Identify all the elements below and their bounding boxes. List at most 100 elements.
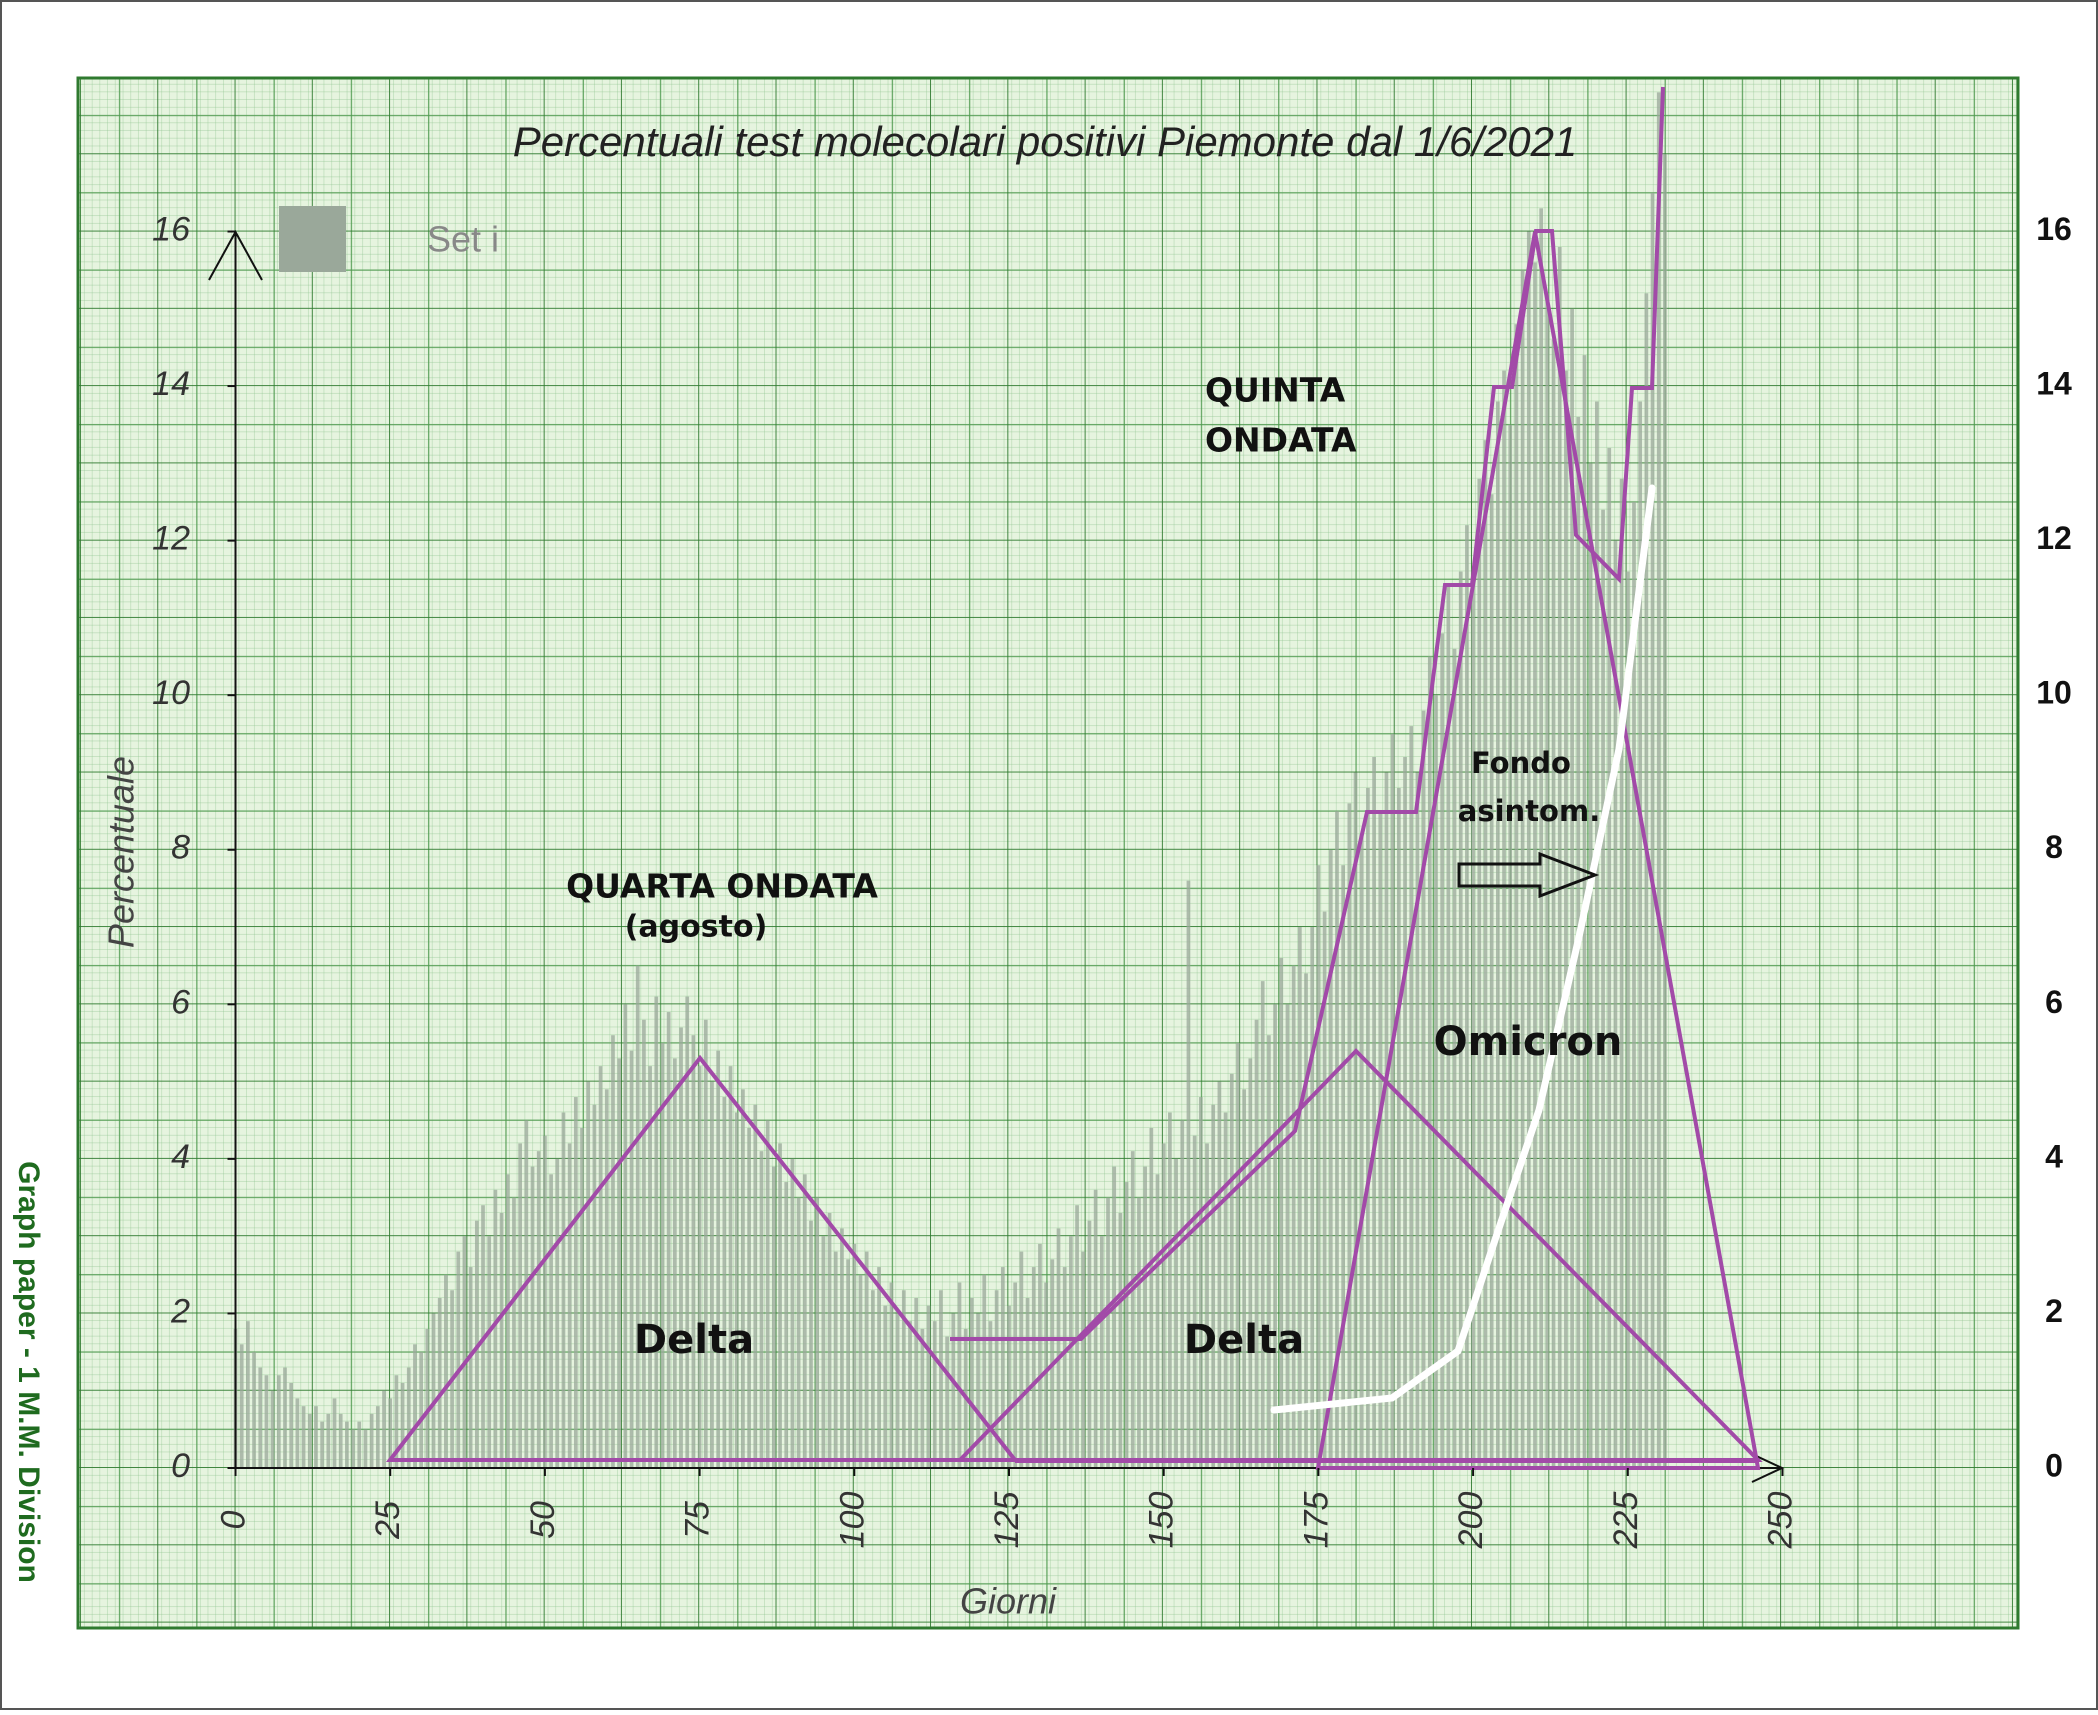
bar <box>796 1197 801 1468</box>
annotation: (agosto) <box>625 910 768 945</box>
bar <box>437 1297 442 1468</box>
bar <box>1155 1174 1160 1468</box>
bar <box>1168 1112 1172 1468</box>
bar <box>375 1406 380 1468</box>
bar <box>623 1004 628 1468</box>
bar <box>710 1081 714 1468</box>
bar <box>1427 656 1432 1468</box>
bar <box>852 1243 857 1468</box>
bar <box>821 1236 826 1468</box>
bar <box>1378 811 1383 1468</box>
bar <box>1335 811 1339 1468</box>
x-tick-label: 150 <box>1143 1492 1181 1549</box>
bar <box>561 1112 566 1468</box>
bar <box>802 1174 807 1468</box>
x-tick-label: 100 <box>833 1492 871 1549</box>
bar <box>741 1089 745 1468</box>
bar <box>691 1035 696 1468</box>
bar <box>1440 633 1445 1468</box>
bar <box>883 1305 888 1468</box>
bar <box>784 1182 789 1468</box>
y-tick-label: 14 <box>152 365 190 403</box>
bar <box>1446 586 1451 1468</box>
triangle-omicron <box>1315 231 1761 1470</box>
annotation: QUARTA ONDATA <box>566 867 878 906</box>
bar <box>617 1058 622 1468</box>
bar <box>1025 1297 1030 1468</box>
annotation: Delta <box>1184 1317 1304 1363</box>
bar <box>1632 501 1636 1468</box>
bar <box>604 1089 609 1468</box>
bar <box>815 1197 820 1468</box>
bar <box>1069 1236 1073 1468</box>
bar <box>970 1297 974 1468</box>
bar <box>1638 401 1643 1468</box>
bar <box>1310 927 1315 1468</box>
bar <box>1372 757 1376 1468</box>
bar <box>524 1120 529 1468</box>
bar <box>901 1290 906 1468</box>
bar <box>406 1367 411 1468</box>
bar <box>505 1174 510 1468</box>
bar <box>679 1027 683 1468</box>
annotation: QUINTA <box>1205 371 1346 410</box>
bar <box>957 1282 962 1468</box>
bar <box>1099 1236 1104 1468</box>
bar <box>555 1158 560 1468</box>
y-tick-label: 10 <box>152 674 190 712</box>
bar <box>1421 710 1426 1468</box>
bar <box>1588 463 1593 1468</box>
y-axis-title: Percentuale <box>101 756 142 948</box>
bar <box>1415 772 1420 1468</box>
bar <box>1644 293 1649 1469</box>
bar <box>592 1104 597 1468</box>
y-tick-label: 4 <box>171 1138 190 1176</box>
bar <box>1551 339 1556 1469</box>
bar <box>771 1166 776 1468</box>
bar <box>307 1413 312 1468</box>
bar <box>672 1058 677 1468</box>
bar <box>258 1367 263 1468</box>
bar <box>1409 726 1414 1468</box>
bar <box>753 1104 758 1468</box>
bar <box>654 996 659 1468</box>
bar <box>1625 571 1630 1468</box>
bar <box>1489 494 1494 1469</box>
bar <box>1390 733 1395 1468</box>
bar <box>1223 1112 1228 1468</box>
overlay-shapes <box>385 86 1763 1470</box>
bar <box>1613 540 1618 1468</box>
bar <box>1452 648 1457 1468</box>
bar <box>1285 1004 1290 1468</box>
bar <box>926 1305 931 1468</box>
bar <box>425 1328 430 1468</box>
bar <box>549 1174 553 1468</box>
bar <box>827 1212 832 1468</box>
x-tick-label: 25 <box>369 1501 407 1540</box>
bar <box>1520 270 1525 1468</box>
bar <box>394 1375 399 1468</box>
bar <box>431 1313 436 1468</box>
bar <box>1081 1251 1086 1468</box>
bar <box>1297 927 1302 1468</box>
bar <box>864 1251 869 1468</box>
bar <box>345 1421 349 1468</box>
bar <box>1396 787 1401 1468</box>
bar <box>703 1019 708 1468</box>
bar <box>1656 92 1661 1468</box>
bar <box>1291 965 1296 1468</box>
bar <box>1186 880 1191 1468</box>
bar <box>976 1313 980 1468</box>
bar <box>759 1151 764 1468</box>
annotation: asintom. <box>1458 794 1600 828</box>
bar <box>1539 208 1544 1468</box>
bar <box>1366 787 1370 1468</box>
bar <box>332 1398 337 1468</box>
bar <box>314 1406 318 1468</box>
bar <box>1229 1073 1234 1468</box>
y-tick-label: 2 <box>170 1292 190 1330</box>
y-tick-label: 0 <box>171 1447 190 1485</box>
bar <box>611 1035 615 1468</box>
step-line <box>950 86 1665 1341</box>
